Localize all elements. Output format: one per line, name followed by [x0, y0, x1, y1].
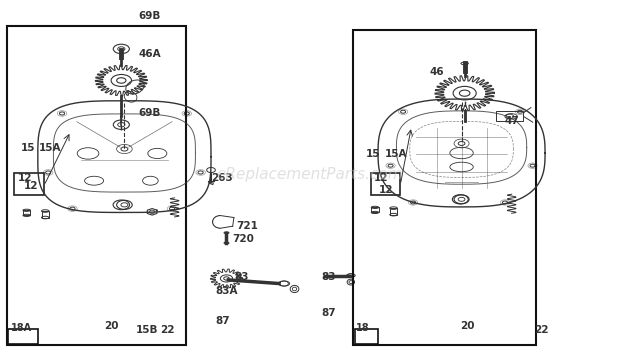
- Bar: [8, 329, 38, 344]
- Text: 69B: 69B: [138, 11, 161, 21]
- Text: 721: 721: [236, 221, 258, 230]
- Text: 20: 20: [105, 321, 119, 331]
- Text: 12: 12: [24, 181, 38, 191]
- Text: 69B: 69B: [138, 108, 161, 118]
- Bar: [355, 329, 378, 344]
- Bar: [7, 26, 186, 345]
- Text: 15A: 15A: [385, 149, 407, 159]
- Bar: [353, 30, 536, 345]
- Text: 15: 15: [366, 149, 381, 159]
- Text: 87: 87: [215, 316, 230, 325]
- Text: 12: 12: [379, 185, 394, 195]
- Text: 12: 12: [374, 173, 388, 183]
- Bar: [371, 207, 379, 213]
- Bar: [23, 210, 30, 215]
- Text: 18: 18: [356, 324, 370, 333]
- Text: 15: 15: [20, 143, 35, 153]
- Bar: [495, 111, 523, 122]
- Text: 20: 20: [459, 321, 474, 331]
- Text: 720: 720: [232, 234, 255, 244]
- Text: 83: 83: [234, 272, 249, 282]
- Text: 83A: 83A: [215, 286, 238, 296]
- Text: 46: 46: [430, 67, 444, 78]
- Text: 83: 83: [321, 272, 335, 282]
- Text: 47: 47: [505, 116, 520, 126]
- Text: eReplacementParts.com: eReplacementParts.com: [216, 167, 404, 182]
- Bar: [14, 173, 44, 195]
- Text: 46A: 46A: [138, 50, 161, 59]
- Text: 87: 87: [321, 308, 336, 317]
- Bar: [390, 208, 397, 215]
- Text: 22: 22: [161, 325, 175, 335]
- Text: 15A: 15A: [39, 143, 61, 153]
- Text: 18A: 18A: [11, 324, 32, 333]
- Bar: [42, 211, 49, 218]
- Text: 22: 22: [534, 325, 549, 335]
- Text: 263: 263: [211, 173, 232, 183]
- Bar: [371, 173, 401, 195]
- Text: 15B: 15B: [136, 325, 159, 335]
- Text: 12: 12: [17, 173, 32, 183]
